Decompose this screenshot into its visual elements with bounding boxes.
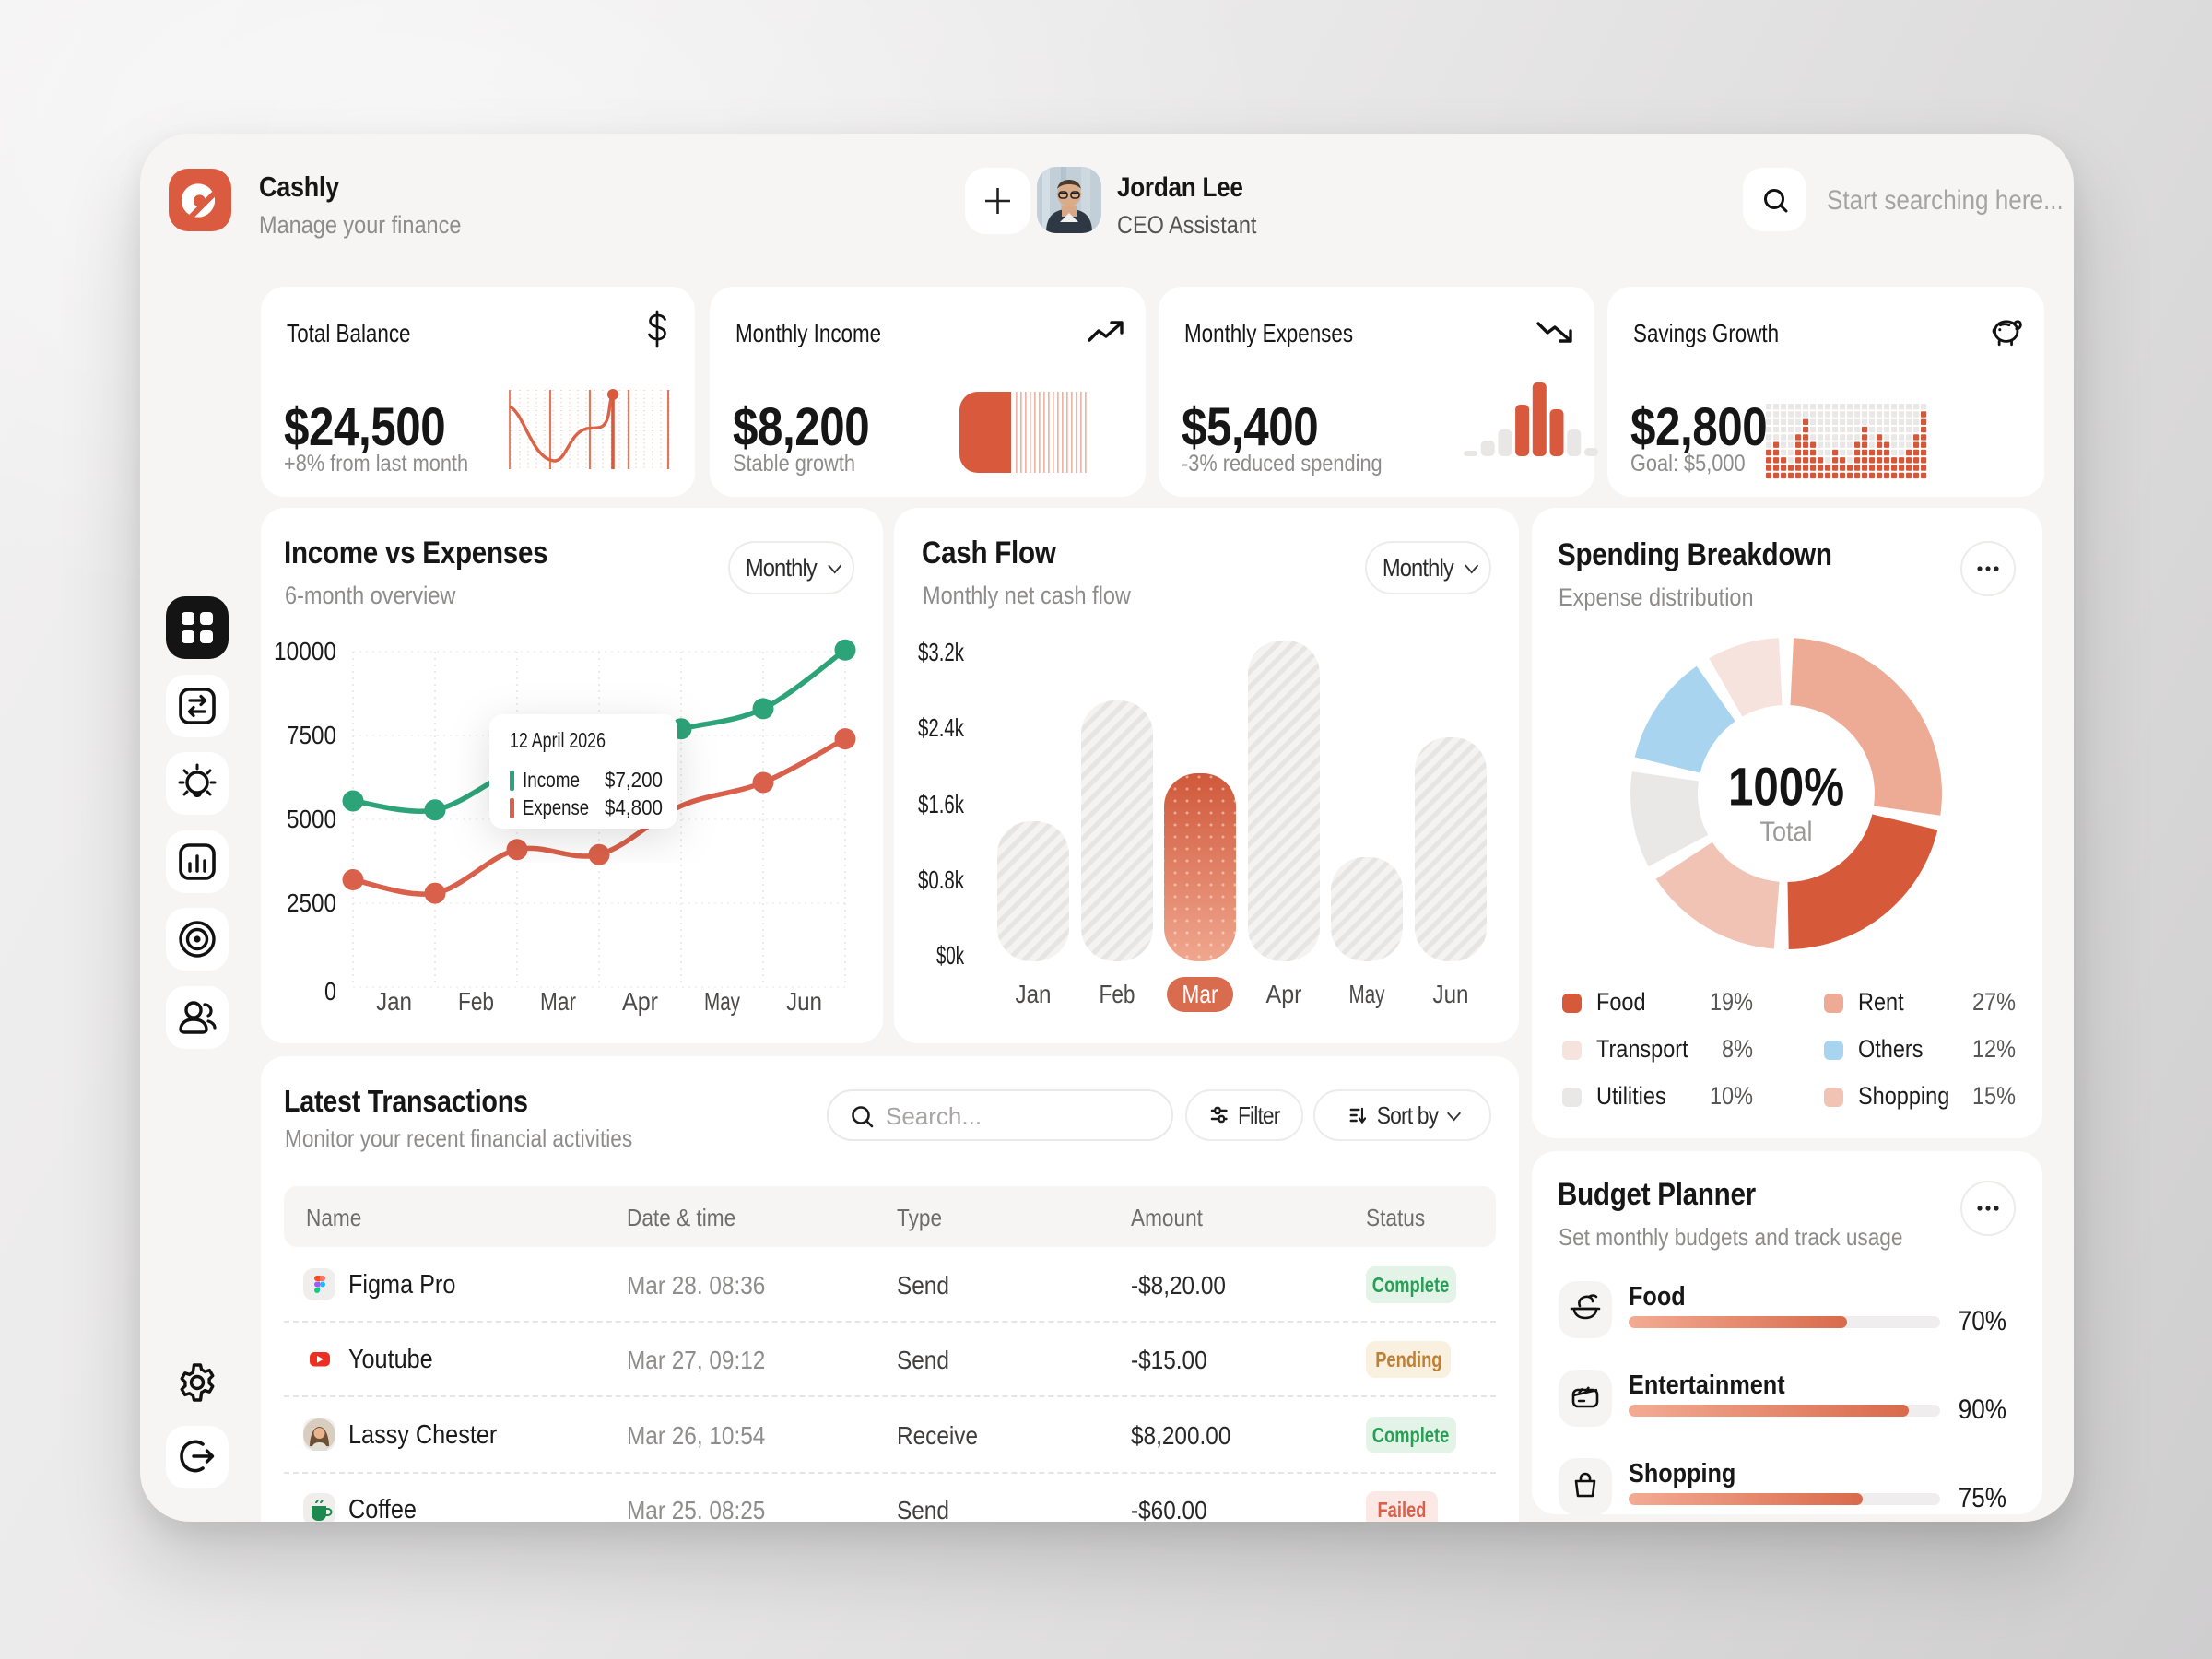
svg-text:$1.6k: $1.6k — [918, 790, 965, 818]
svg-text:Mar: Mar — [1182, 980, 1218, 1008]
svg-text:$0.8k: $0.8k — [918, 865, 965, 894]
svg-text:Jun: Jun — [786, 987, 822, 1016]
svg-text:Apr: Apr — [622, 987, 658, 1016]
svg-text:Feb: Feb — [1100, 980, 1135, 1008]
svg-text:May: May — [1349, 980, 1385, 1008]
svg-text:$3.2k: $3.2k — [918, 638, 965, 666]
svg-text:$0k: $0k — [936, 941, 965, 970]
svg-text:12 April 2026: 12 April 2026 — [510, 728, 606, 752]
svg-text:5000: 5000 — [287, 805, 336, 833]
svg-text:Apr: Apr — [1266, 980, 1302, 1008]
svg-text:May: May — [704, 987, 740, 1016]
svg-text:2500: 2500 — [287, 888, 336, 917]
svg-text:7500: 7500 — [287, 721, 336, 749]
svg-text:Expense: Expense — [523, 795, 589, 819]
svg-text:Feb: Feb — [458, 987, 494, 1016]
svg-text:Jan: Jan — [376, 987, 412, 1016]
svg-text:Income: Income — [523, 768, 580, 792]
svg-text:Jan: Jan — [1016, 980, 1052, 1008]
svg-text:10000: 10000 — [274, 637, 336, 665]
svg-text:Mar: Mar — [540, 987, 576, 1016]
svg-text:Jun: Jun — [1433, 980, 1469, 1008]
svg-text:$4,800: $4,800 — [605, 795, 663, 819]
svg-text:$2.4k: $2.4k — [918, 713, 965, 742]
svg-text:0: 0 — [324, 977, 336, 1006]
svg-text:$7,200: $7,200 — [605, 768, 663, 792]
